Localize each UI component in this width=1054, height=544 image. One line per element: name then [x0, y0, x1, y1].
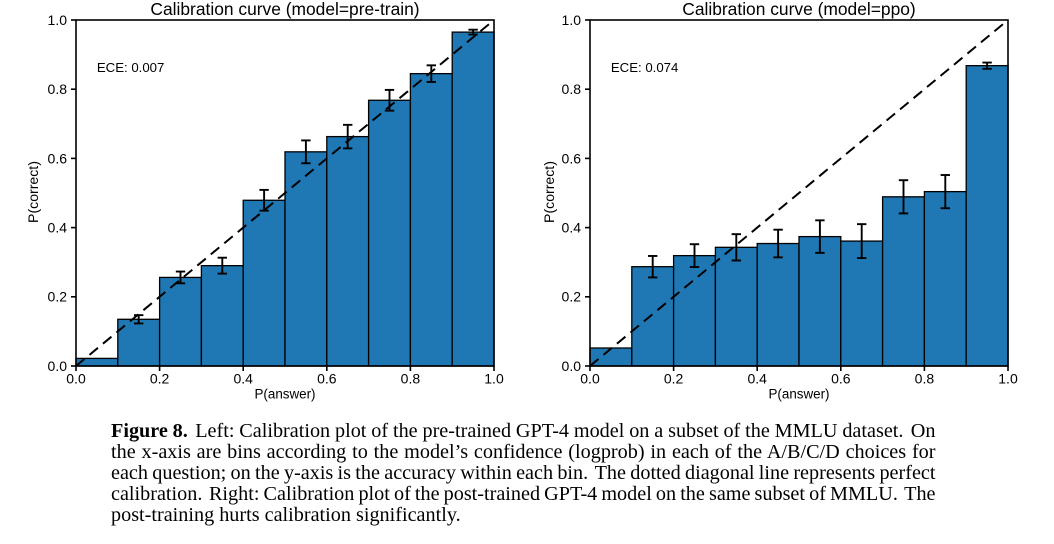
svg-text:0.6: 0.6 — [48, 150, 68, 166]
svg-text:0.0: 0.0 — [580, 370, 600, 386]
svg-text:0.2: 0.2 — [562, 289, 582, 305]
svg-text:ECE: 0.074: ECE: 0.074 — [611, 60, 678, 75]
svg-text:0.2: 0.2 — [48, 289, 68, 305]
svg-text:0.4: 0.4 — [747, 370, 767, 386]
svg-text:0.8: 0.8 — [562, 81, 582, 97]
svg-text:0.2: 0.2 — [664, 370, 684, 386]
svg-text:1.0: 1.0 — [998, 370, 1018, 386]
svg-text:0.6: 0.6 — [831, 370, 851, 386]
svg-text:P(answer): P(answer) — [254, 387, 315, 402]
svg-text:P(correct): P(correct) — [25, 161, 41, 223]
svg-text:0.0: 0.0 — [48, 358, 68, 374]
svg-text:P(correct): P(correct) — [541, 161, 557, 223]
svg-text:Calibration curve (model=ppo): Calibration curve (model=ppo) — [682, 0, 915, 19]
svg-text:0.4: 0.4 — [562, 220, 582, 236]
svg-text:0.8: 0.8 — [915, 370, 935, 386]
svg-text:1.0: 1.0 — [48, 12, 68, 28]
svg-text:0.6: 0.6 — [317, 370, 337, 386]
svg-text:0.8: 0.8 — [48, 81, 68, 97]
svg-text:0.4: 0.4 — [48, 220, 68, 236]
svg-text:Calibration curve (model=pre-t: Calibration curve (model=pre-train) — [150, 0, 419, 19]
svg-text:P(answer): P(answer) — [768, 387, 829, 402]
svg-text:1.0: 1.0 — [484, 370, 504, 386]
svg-text:0.0: 0.0 — [66, 370, 86, 386]
svg-text:0.6: 0.6 — [562, 150, 582, 166]
svg-text:0.4: 0.4 — [233, 370, 253, 386]
svg-text:0.0: 0.0 — [562, 358, 582, 374]
svg-text:1.0: 1.0 — [562, 12, 582, 28]
svg-text:0.8: 0.8 — [401, 370, 421, 386]
svg-text:0.2: 0.2 — [150, 370, 170, 386]
svg-text:ECE: 0.007: ECE: 0.007 — [97, 60, 164, 75]
